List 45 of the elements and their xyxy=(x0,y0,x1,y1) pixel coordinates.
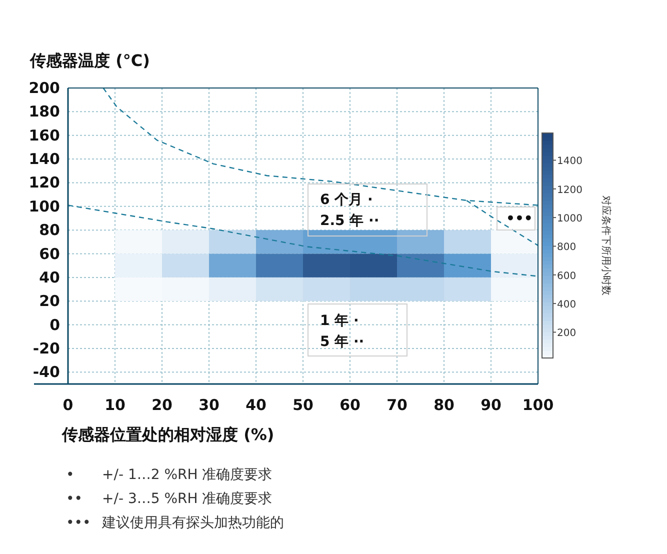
y-tick-label: -20 xyxy=(32,339,60,358)
x-tick-label: 90 xyxy=(480,396,502,414)
x-axis-title: 传感器位置处的相对湿度 (%) xyxy=(61,425,274,444)
x-tick-label: 50 xyxy=(292,396,314,414)
text: +/- 1…2 %RH 准确度要求 xyxy=(102,467,272,483)
text: •• xyxy=(66,491,83,507)
x-tick-label: 70 xyxy=(386,396,408,414)
color-bar-label: 200 xyxy=(557,328,576,340)
y-tick-label: 40 xyxy=(39,268,60,286)
x-tick-label: 80 xyxy=(434,396,454,414)
x-tick-label: 20 xyxy=(152,396,172,414)
text: • xyxy=(66,467,74,483)
x-tick-label: 0 xyxy=(62,396,74,414)
annotation: 1 年 · xyxy=(320,313,359,329)
y-tick-label: 60 xyxy=(39,244,60,263)
y-tick-label: 20 xyxy=(39,292,60,310)
y-tick-label: 180 xyxy=(28,102,60,121)
y-tick-label: 200 xyxy=(28,79,60,97)
y-tick-label: 0 xyxy=(50,316,60,334)
x-tick-label: 60 xyxy=(340,396,360,414)
color-bar-label: 800 xyxy=(557,242,576,254)
x-tick-label: 100 xyxy=(522,396,554,414)
color-bar-label: 600 xyxy=(557,270,576,282)
y-tick-label: 100 xyxy=(28,197,60,216)
x-tick-label: 40 xyxy=(246,396,266,414)
y-tick-label: 140 xyxy=(28,150,60,168)
annotation: 2.5 年 ·· xyxy=(320,213,380,229)
y-tick-label: 160 xyxy=(28,126,60,144)
x-tick-label: 30 xyxy=(198,396,220,414)
y-tick-label: 80 xyxy=(39,221,60,240)
x-tick-label: 10 xyxy=(104,396,126,414)
annotation: ••• xyxy=(506,211,533,227)
color-bar-title: 对应条件下所用小时数 xyxy=(600,196,612,296)
text: 建议使用具有探头加热功能的 xyxy=(101,515,284,531)
color-bar-label: 1400 xyxy=(557,156,582,168)
color-bar-label: 1000 xyxy=(557,214,582,225)
color-bar-label: 400 xyxy=(557,300,576,311)
y-tick-label: -40 xyxy=(32,363,60,382)
color-bar-label: 1200 xyxy=(557,184,582,196)
annotation: 5 年 ·· xyxy=(320,334,364,350)
annotation: 6 个月 · xyxy=(320,192,373,208)
text: +/- 3…5 %RH 准确度要求 xyxy=(102,491,272,507)
text: ••• xyxy=(66,515,91,531)
y-tick-label: 120 xyxy=(28,174,60,192)
y-axis-title: 传感器温度 (°C) xyxy=(29,51,150,70)
